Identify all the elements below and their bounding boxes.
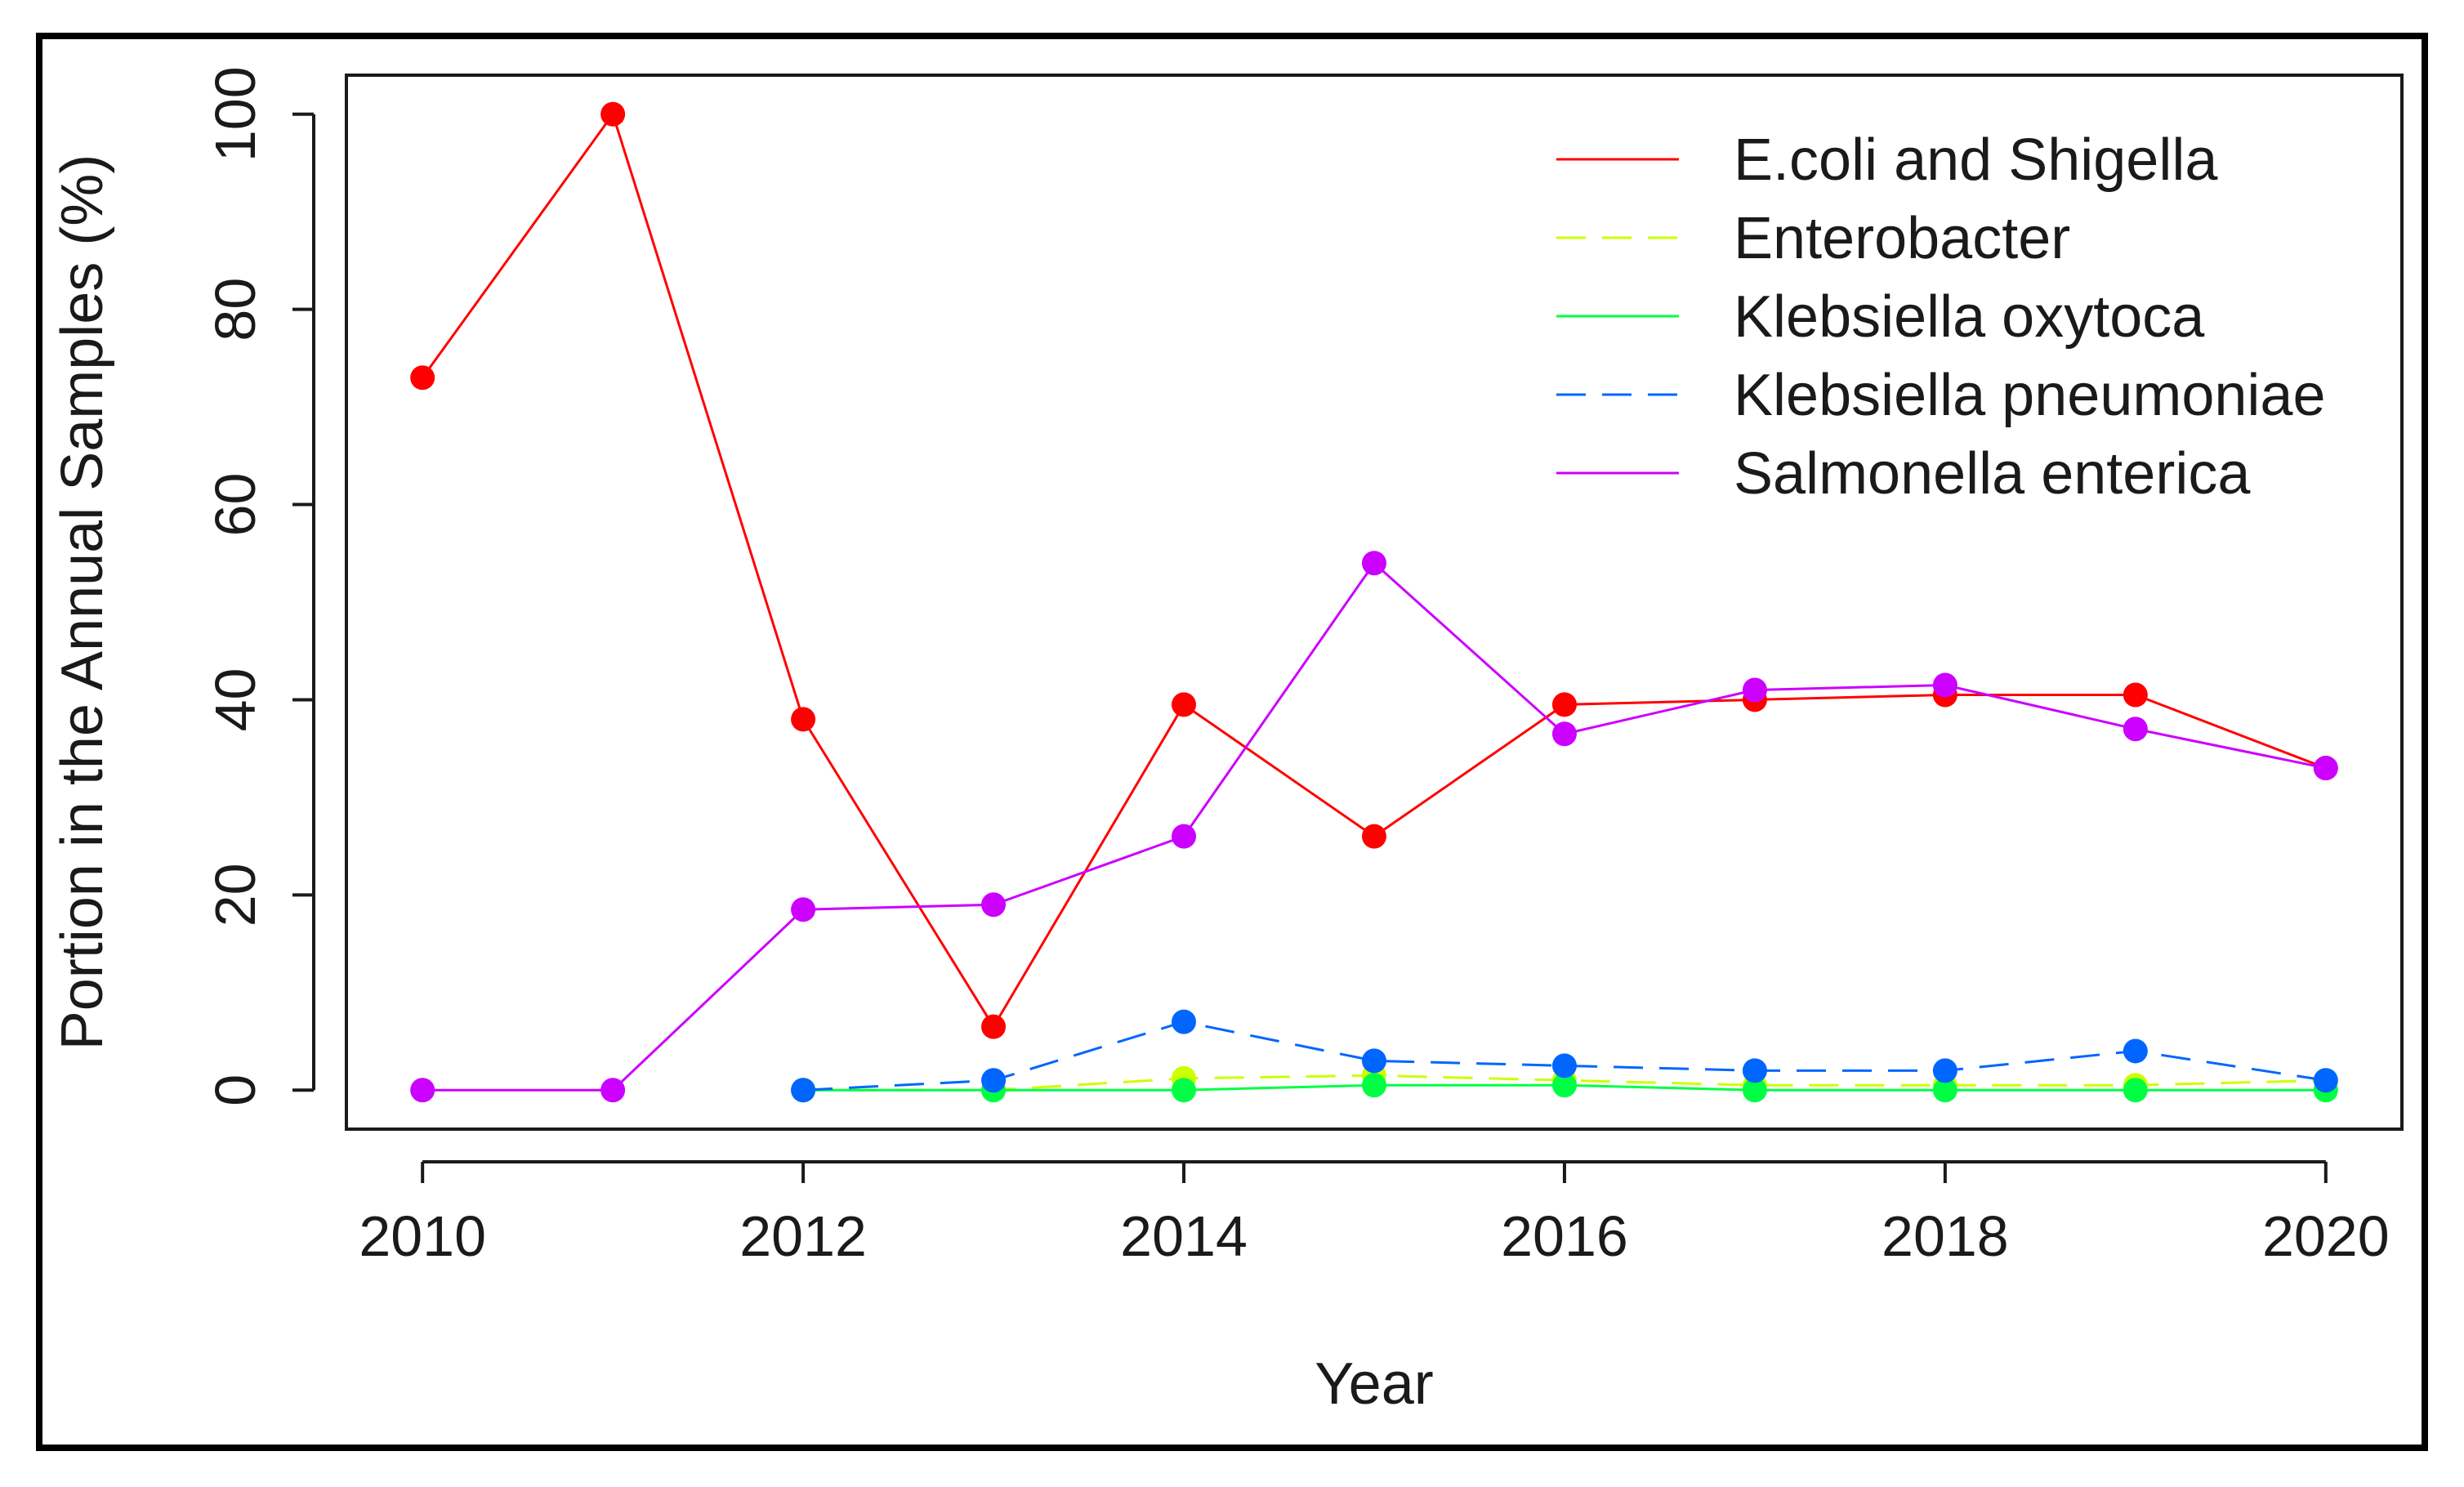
data-point: [1742, 1078, 1767, 1103]
data-point: [1172, 692, 1197, 717]
data-point: [1172, 824, 1197, 849]
data-point: [791, 707, 816, 732]
data-point: [1932, 672, 1957, 698]
data-point: [1172, 1078, 1197, 1103]
legend-label: Enterobacter: [1734, 206, 2070, 271]
series-layer: [410, 101, 2338, 1103]
data-point: [600, 1078, 626, 1103]
x-tick-label: 2012: [739, 1204, 867, 1268]
data-point: [981, 1014, 1007, 1039]
data-point: [2123, 682, 2148, 708]
data-point: [791, 1078, 816, 1103]
series-klebsiella-pneumoniae: [791, 1009, 2338, 1103]
data-point: [1742, 1058, 1767, 1083]
legend-label: Klebsiella pneumoniae: [1734, 363, 2326, 428]
data-point: [1551, 1053, 1577, 1078]
figure-frame: [36, 33, 2428, 1451]
legend-label: E.coli and Shigella: [1734, 127, 2218, 193]
data-point: [2123, 717, 2148, 742]
data-point: [1362, 824, 1386, 849]
series-e-coli-and-shigella: [410, 101, 2338, 1039]
y-tick-label: 40: [203, 668, 267, 732]
x-tick-label: 2010: [359, 1204, 486, 1268]
y-tick-label: 20: [203, 863, 267, 927]
data-point: [1172, 1009, 1197, 1034]
legend: E.coli and Shigella Enterobacter Klebsiell…: [1556, 127, 2326, 507]
data-point: [410, 365, 435, 391]
x-axis: 2010 2012 2014 2016 2018 2020: [359, 1160, 2390, 1268]
x-axis-title: Year: [1315, 1351, 1433, 1417]
data-point: [1551, 692, 1577, 717]
data-point: [2123, 1038, 2148, 1064]
legend-label: Salmonella enterica: [1734, 441, 2251, 507]
series-salmonella-enterica: [410, 551, 2338, 1103]
data-point: [600, 101, 626, 127]
data-point: [410, 1078, 435, 1103]
series-line: [803, 1020, 2327, 1092]
data-point: [1362, 551, 1386, 576]
data-point: [1362, 1073, 1386, 1098]
series-line: [803, 1074, 2326, 1092]
data-point: [791, 897, 816, 922]
y-axis: 0 20 40 60 80 100: [203, 66, 315, 1106]
data-point: [2123, 1078, 2148, 1103]
data-point: [2313, 756, 2338, 781]
y-axis-title: Portion in the Annual Samples (%): [50, 154, 115, 1051]
data-point: [1551, 721, 1577, 747]
data-point: [981, 1068, 1007, 1093]
x-tick-label: 2018: [1881, 1204, 2009, 1268]
x-tick-label: 2016: [1501, 1204, 1628, 1268]
data-point: [1932, 1078, 1957, 1103]
data-point: [1551, 1073, 1577, 1098]
y-tick-label: 0: [203, 1074, 267, 1106]
y-tick-label: 60: [203, 473, 267, 537]
y-tick-label: 80: [203, 278, 267, 342]
data-point: [2313, 1068, 2338, 1093]
data-point: [1932, 1058, 1957, 1083]
x-tick-label: 2014: [1120, 1204, 1248, 1268]
data-point: [1742, 677, 1767, 703]
data-point: [981, 892, 1007, 918]
plot-area: [345, 74, 2404, 1131]
data-point: [1362, 1048, 1386, 1074]
legend-label: Klebsiella oxytoca: [1734, 284, 2205, 350]
y-tick-label: 100: [203, 66, 267, 162]
x-tick-label: 2020: [2262, 1204, 2390, 1268]
